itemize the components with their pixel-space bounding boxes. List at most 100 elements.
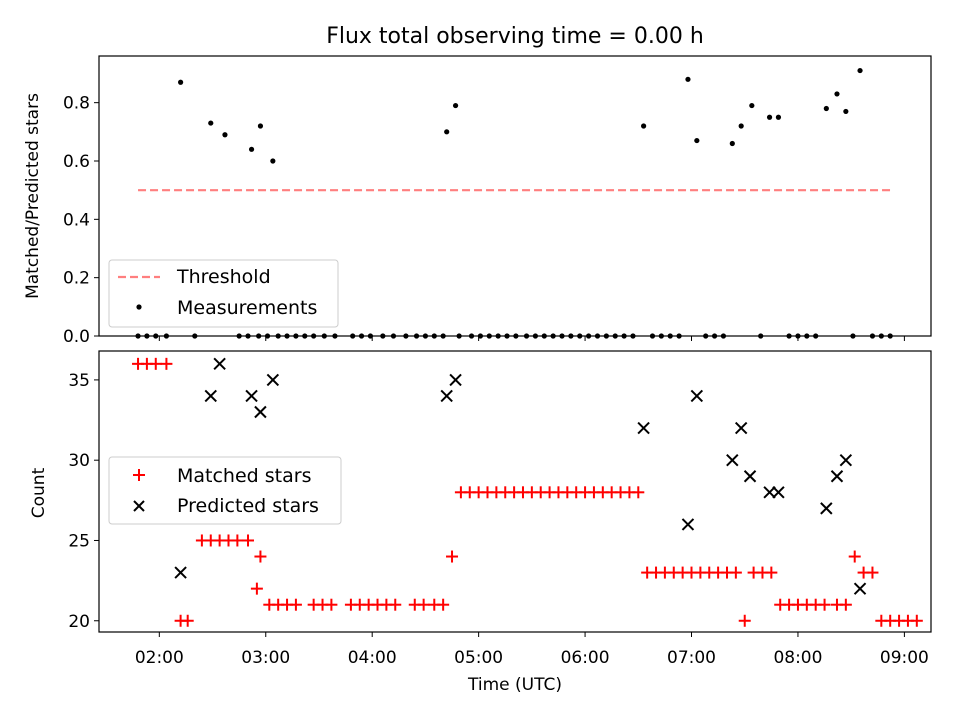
bottom-xtick-label: 04:00 <box>348 648 397 668</box>
matched-star-point <box>325 598 338 611</box>
predicted-star-d2 <box>254 405 267 419</box>
predicted-star-d2 <box>763 486 776 499</box>
top-ytick-label: 0.6 <box>63 152 90 172</box>
predicted-star-d2 <box>174 566 187 579</box>
matched-star-point <box>289 598 302 611</box>
matched-star-point <box>910 614 923 627</box>
measurement-point <box>222 132 228 138</box>
top-ytick-label: 0.0 <box>63 327 90 347</box>
top-ylabel: Matched/Predicted stars <box>23 93 43 299</box>
predicted-star-point <box>853 582 867 595</box>
predicted-star-d2 <box>266 373 280 387</box>
matched-star-point <box>389 598 402 611</box>
predicted-star-d2 <box>245 389 258 403</box>
measurement-point <box>834 91 840 97</box>
legend-matched-swatch <box>133 469 145 481</box>
predicted-star-point <box>839 453 853 467</box>
bottom-ytick-label: 30 <box>68 451 90 471</box>
top-legend-box <box>108 259 339 328</box>
bottom-xtick-label: 07:00 <box>667 648 716 668</box>
measurement-point <box>823 105 829 112</box>
measurement-point <box>270 158 276 164</box>
bottom-xaxis: 02:00 03:00 04:00 05:00 06:00 07:00 08:00 09:00 <box>135 632 929 668</box>
matched-star-point <box>446 550 459 563</box>
predicted-star-point <box>637 421 650 435</box>
predicted-star-point <box>681 518 695 531</box>
predicted-star-d2 <box>820 502 833 515</box>
legend-measurements-label: Measurements <box>177 297 317 319</box>
matched-star-point <box>818 598 831 611</box>
measurement-point <box>452 102 459 109</box>
top-ytick-label: 0.8 <box>63 94 90 114</box>
predicted-star-point <box>254 405 267 419</box>
bottom-ytick-label: 20 <box>68 612 90 632</box>
predicted-star-d2 <box>726 453 739 467</box>
measurement-point <box>685 76 691 82</box>
measurement-point <box>694 137 700 144</box>
predicted-star-d2 <box>853 582 867 595</box>
measurement-point <box>843 108 849 115</box>
matched-star-point <box>160 357 173 370</box>
predicted-star-d2 <box>449 373 462 387</box>
bottom-xtick-label: 06:00 <box>561 648 610 668</box>
predicted-star-d2 <box>839 453 853 467</box>
top-yaxis: 0.0 0.2 0.4 0.6 0.8 <box>63 94 99 347</box>
predicted-star-point <box>726 453 739 467</box>
bottom-xtick-label: 09:00 <box>880 648 929 668</box>
bottom-ytick-label: 35 <box>68 371 90 391</box>
predicted-star-point <box>820 502 833 515</box>
predicted-star-point <box>245 389 258 403</box>
top-xaxis-ticks <box>158 336 905 341</box>
predicted-star-d2 <box>213 357 226 371</box>
measurement-point <box>444 129 450 135</box>
bottom-ylabel: Count <box>29 467 49 518</box>
bottom-yaxis: 20 25 30 35 <box>68 371 99 632</box>
bottom-axes-frame <box>98 350 932 633</box>
bottom-legend: Matched stars Predicted stars <box>108 456 342 525</box>
measurement-point <box>775 114 782 120</box>
legend-matched-label: Matched stars <box>177 465 311 487</box>
predicted-star-d2 <box>743 470 757 483</box>
matched-star-point <box>729 566 742 579</box>
measurement-point <box>857 67 863 74</box>
bottom-xtick-label: 03:00 <box>241 648 290 668</box>
matched-star-point <box>765 566 778 579</box>
measurement-point <box>738 123 744 129</box>
matched-star-point <box>254 550 267 563</box>
measurement-point <box>766 114 773 120</box>
predicted-star-d2 <box>830 470 844 483</box>
predicted-star-point <box>734 421 748 435</box>
bottom-ytick-label: 25 <box>68 531 90 551</box>
legend-predicted-swatch <box>133 500 145 512</box>
bottom-xtick-label: 08:00 <box>773 648 822 668</box>
matched-star-point <box>848 550 861 563</box>
legend-threshold-label: Threshold <box>176 266 271 288</box>
legend-predicted-label: Predicted stars <box>177 495 319 517</box>
predicted-star-point <box>690 389 704 403</box>
predicted-star-point <box>266 373 280 387</box>
chart-title: Flux total observing time = 0.00 h <box>326 24 704 49</box>
measurement-point <box>749 102 755 109</box>
predicted-star-point <box>213 357 226 371</box>
predicted-star-point <box>204 389 217 403</box>
matched-star-point <box>231 534 244 547</box>
top-panel: 0.00.20.40.60.8 Matched/Predicted stars … <box>23 55 932 347</box>
bottom-xtick-label: 05:00 <box>454 648 503 668</box>
measurement-point <box>178 79 184 85</box>
measurement-point <box>641 123 647 129</box>
matched-star-point <box>866 566 879 579</box>
predicted-star-point <box>763 486 776 499</box>
predicted-star-point <box>449 373 462 387</box>
matched-star-point <box>242 534 255 547</box>
predicted-star-point <box>743 470 757 483</box>
matched-star-point <box>632 486 645 499</box>
predicted-star-d2 <box>681 518 695 531</box>
measurement-point <box>208 120 214 126</box>
bottom-legend-box <box>108 456 342 525</box>
predicted-star-d2 <box>772 486 785 499</box>
predicted-star-point <box>440 389 453 403</box>
bottom-xtick-label: 02:00 <box>135 648 184 668</box>
matched-star-point <box>181 614 194 627</box>
